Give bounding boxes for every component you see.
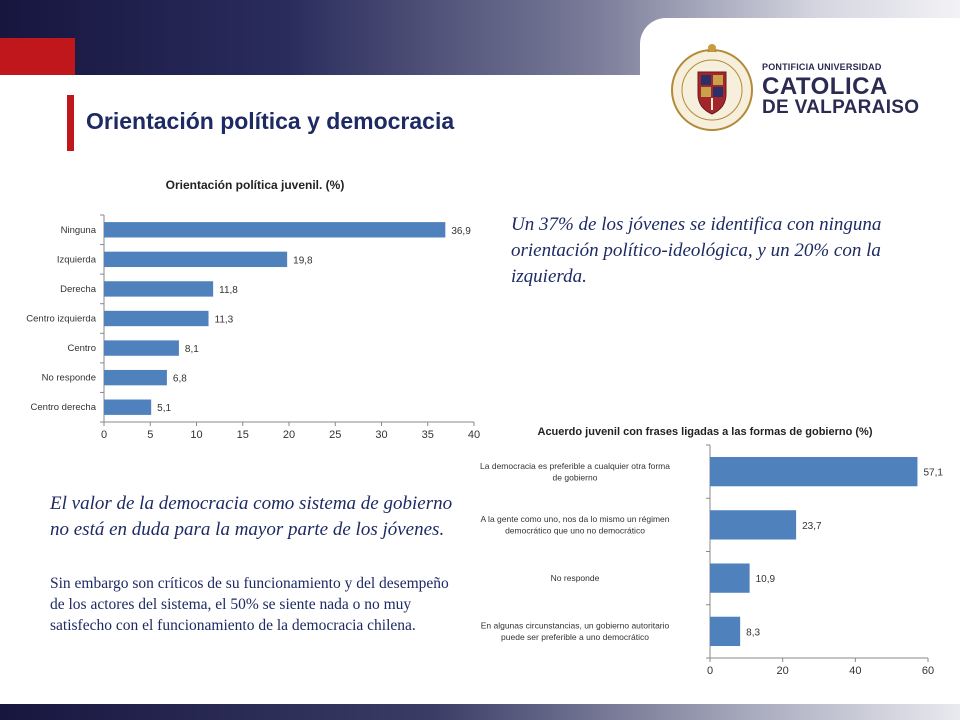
category-label: A la gente como uno, nos da lo mismo un … — [481, 514, 670, 524]
x-tick-label: 10 — [190, 429, 202, 441]
data-label: 36,9 — [451, 226, 471, 237]
category-label: democrático que uno no democrático — [505, 526, 645, 536]
university-seal-logo — [671, 44, 753, 131]
political-orientation-chart: Orientación política juvenil. (%) 0 5 10 15 2… — [26, 178, 480, 441]
bar — [710, 456, 918, 487]
data-label: 10,9 — [756, 574, 776, 585]
logo-text-line1: PONTIFICIA UNIVERSIDAD — [762, 62, 882, 72]
x-tick-label: 20 — [283, 429, 295, 441]
data-label: 19,8 — [293, 255, 313, 266]
bar — [710, 616, 741, 647]
x-tick-label: 60 — [922, 665, 934, 677]
data-label: 6,8 — [173, 374, 187, 385]
bar — [104, 251, 288, 268]
category-label: En algunas circunstancias, un gobierno a… — [481, 621, 670, 631]
bar — [104, 310, 209, 327]
category-label: Centro derecha — [31, 402, 97, 413]
bar — [104, 281, 214, 297]
x-tick-label: 40 — [849, 665, 861, 677]
bar — [710, 563, 750, 593]
data-label: 8,3 — [746, 627, 760, 638]
data-label: 5,1 — [157, 403, 171, 414]
category-label: Derecha — [60, 284, 97, 295]
government-forms-chart: Acuerdo juvenil con frases ligadas a las… — [480, 426, 943, 677]
category-label: La democracia es preferible a cualquier … — [480, 461, 670, 471]
category-label: Izquierda — [57, 254, 97, 265]
title-accent-bar — [67, 95, 74, 151]
category-label: Ninguna — [61, 225, 97, 236]
x-tick-label: 20 — [777, 665, 789, 677]
logo-text-line2: CATOLICA — [762, 73, 888, 100]
x-tick-label: 0 — [707, 665, 713, 677]
x-tick-label: 30 — [375, 429, 387, 441]
header-accent-block — [0, 38, 75, 75]
data-label: 11,8 — [219, 285, 238, 296]
data-label: 57,1 — [923, 468, 943, 479]
data-label: 8,1 — [185, 344, 199, 355]
bar — [104, 399, 152, 415]
x-tick-label: 5 — [147, 429, 153, 441]
chart-title: Orientación política juvenil. (%) — [166, 178, 345, 192]
page-title: Orientación política y democracia — [86, 108, 455, 134]
quote-democracy: El valor de la democracia como sistema d… — [50, 493, 453, 540]
data-label: 11,3 — [215, 315, 234, 326]
category-label: de gobierno — [553, 472, 598, 482]
bar — [104, 340, 179, 356]
category-label: Centro izquierda — [26, 314, 96, 325]
quote-orientation: Un 37% de los jóvenes se identifica con … — [511, 214, 882, 287]
category-label: puede ser preferible a uno democrático — [501, 632, 649, 642]
category-label: No responde — [42, 373, 96, 384]
bar — [710, 510, 797, 540]
chart-title: Acuerdo juvenil con frases ligadas a las… — [538, 426, 873, 438]
paragraph-criticism: Sin embargo son críticos de su funcionam… — [50, 575, 449, 634]
x-tick-label: 0 — [101, 429, 107, 441]
x-tick-label: 25 — [329, 429, 341, 441]
footer-band — [0, 704, 960, 720]
category-label: Centro — [67, 343, 96, 354]
bar — [104, 369, 167, 386]
x-tick-label: 40 — [468, 429, 480, 441]
x-tick-label: 15 — [237, 429, 249, 441]
logo-text-line3: DE VALPARAISO — [762, 97, 920, 118]
x-tick-label: 35 — [422, 429, 434, 441]
data-label: 23,7 — [802, 521, 822, 532]
category-label: No responde — [551, 573, 600, 583]
bar — [104, 222, 446, 238]
